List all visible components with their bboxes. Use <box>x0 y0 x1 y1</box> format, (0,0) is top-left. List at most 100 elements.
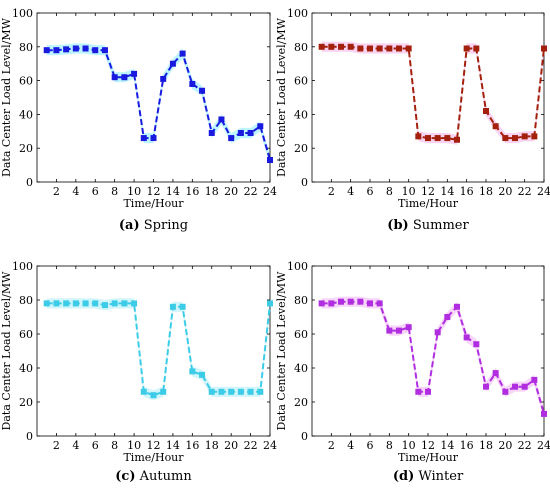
spring-xtick-label: 18 <box>205 185 219 198</box>
winter-x-axis-label: Time/Hour <box>398 451 459 464</box>
spring-data-point <box>140 135 147 142</box>
autumn-data-point <box>53 300 60 307</box>
spring-data-point <box>179 50 186 57</box>
summer-xtick-label: 2 <box>328 185 335 198</box>
autumn-xtick-label: 24 <box>263 439 277 452</box>
autumn-data-point <box>160 388 167 395</box>
winter-data-point <box>367 300 373 307</box>
autumn-data-point <box>131 300 138 307</box>
winter-ytick-label: 20 <box>294 396 308 409</box>
spring-data-point <box>72 45 79 52</box>
autumn-data-point <box>63 300 70 307</box>
winter-data-point <box>415 388 422 395</box>
autumn-data-point <box>140 388 147 395</box>
spring-data-point <box>208 129 215 136</box>
autumn-data-point <box>92 300 99 307</box>
summer-ytick-label: 40 <box>294 108 308 121</box>
winter-data-point <box>531 376 538 383</box>
summer-data-point <box>473 45 480 52</box>
summer-xtick-label: 24 <box>537 185 550 198</box>
summer-band <box>321 41 544 145</box>
spring-axes-frame <box>36 12 271 183</box>
summer-data-point <box>454 136 460 143</box>
winter-ytick-label: 100 <box>287 260 308 273</box>
summer-xtick-label: 16 <box>460 185 474 198</box>
autumn-band <box>46 298 271 401</box>
spring-xtick-label: 8 <box>111 185 118 198</box>
spring-data-point <box>43 47 50 54</box>
autumn-xtick-label: 20 <box>224 439 238 452</box>
summer-data-point <box>386 45 393 52</box>
summer-data-point <box>318 43 325 50</box>
summer-caption: (b) Summer <box>387 218 469 233</box>
spring-x-axis-label: Time/Hour <box>123 197 184 210</box>
summer-xtick-label: 10 <box>402 185 416 198</box>
summer-data-point <box>376 45 383 52</box>
summer-data-point <box>328 43 335 50</box>
spring-ytick-label: 40 <box>19 108 33 121</box>
autumn-ytick-label: 80 <box>19 294 33 307</box>
spring-data-point <box>101 47 108 54</box>
winter-data-point <box>454 303 460 310</box>
summer-data-point <box>434 135 441 142</box>
summer-data-point <box>415 133 422 140</box>
summer-ytick-label: 60 <box>294 75 308 88</box>
summer-data-point <box>367 45 373 52</box>
summer-xtick-label: 18 <box>479 185 493 198</box>
spring-xtick-label: 16 <box>185 185 199 198</box>
winter-ytick-label: 40 <box>294 362 308 375</box>
winter-caption-tag: (d) <box>393 469 414 484</box>
summer-ytick-label: 20 <box>294 142 308 155</box>
winter-data-point <box>347 298 354 305</box>
winter-data-point <box>396 327 402 334</box>
winter-data-point <box>463 334 470 341</box>
autumn-xtick-label: 2 <box>53 439 60 452</box>
spring-xtick-label: 20 <box>224 185 238 198</box>
winter-axes-frame <box>311 265 545 437</box>
winter-data-point <box>405 324 412 331</box>
autumn-data-point <box>237 388 244 395</box>
spring-data-point <box>111 74 118 81</box>
spring-ytick-label: 80 <box>19 41 33 54</box>
autumn-data-point <box>199 371 206 378</box>
autumn-caption-tag: (c) <box>115 469 135 484</box>
summer-data-point <box>492 123 499 130</box>
winter-data-point <box>386 327 393 334</box>
autumn-ytick-label: 20 <box>19 396 33 409</box>
winter-data-point <box>492 370 499 377</box>
winter-ytick-label: 0 <box>301 430 308 443</box>
spring-xtick-label: 14 <box>166 185 180 198</box>
autumn-data-point <box>179 303 186 310</box>
autumn-data-point <box>189 368 196 375</box>
spring-series-line <box>46 47 271 161</box>
spring-data-point <box>131 70 138 77</box>
autumn-ytick-label: 40 <box>19 362 33 375</box>
summer-series-line <box>321 45 545 141</box>
autumn-data-point <box>169 303 176 310</box>
autumn-data-point <box>121 300 128 307</box>
autumn-xtick-label: 18 <box>205 439 219 452</box>
autumn-data-point <box>228 388 235 395</box>
autumn-xtick-label: 6 <box>92 439 99 452</box>
spring-data-point <box>218 116 225 123</box>
winter-caption-text: Winter <box>414 469 464 484</box>
winter-y-axis-label: Data Center Load Level/MW <box>275 271 288 431</box>
spring-xtick-label: 24 <box>263 185 277 198</box>
autumn-xtick-label: 10 <box>127 439 141 452</box>
summer-xtick-label: 6 <box>367 185 374 198</box>
winter-ytick-label: 80 <box>294 294 308 307</box>
winter-data-point <box>521 383 528 390</box>
autumn-data-point <box>43 300 50 307</box>
autumn-caption-text: Autumn <box>136 469 193 484</box>
autumn-data-point <box>150 392 157 399</box>
autumn-xtick-label: 14 <box>166 439 180 452</box>
autumn-ytick-label: 100 <box>12 260 33 273</box>
spring-data-point <box>257 123 264 130</box>
spring-caption-tag: (a) <box>119 218 140 233</box>
spring-data-point <box>169 60 176 67</box>
spring-data-point <box>63 46 70 53</box>
summer-xtick-label: 20 <box>498 185 512 198</box>
summer-data-point <box>502 135 509 142</box>
